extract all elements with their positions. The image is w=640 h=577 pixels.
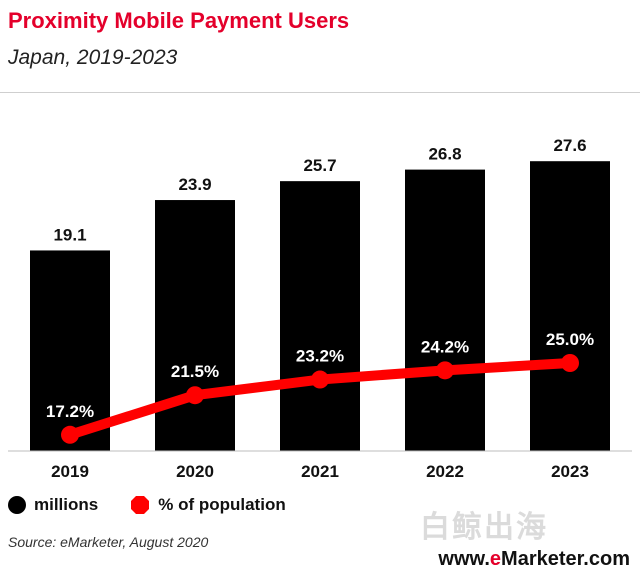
bar-2019 xyxy=(30,250,110,451)
bar-2022 xyxy=(405,169,485,451)
legend-item-population: % of population xyxy=(130,495,286,515)
brand-suffix: Marketer.com xyxy=(501,548,630,570)
bars-layer xyxy=(30,161,610,451)
brand-url: www.eMarketer.com xyxy=(438,548,630,571)
source-note: Source: eMarketer, August 2020 xyxy=(8,534,209,550)
brand-prefix: www. xyxy=(438,548,490,570)
chart-title: Proximity Mobile Payment Users xyxy=(8,8,350,33)
watermark-text: 白鲸出海 xyxy=(420,510,548,545)
legend-item-millions: millions xyxy=(8,495,98,515)
brand-accent: e xyxy=(489,548,502,570)
bar-2023 xyxy=(530,161,610,451)
chart-canvas: 19.1 23.9 25.7 26.8 27.6 17.2% 21.5% 23.2% 24.2%… xyxy=(8,136,632,481)
bar-value-label-2020: 23.9 xyxy=(178,175,211,194)
legend-label-millions: millions xyxy=(34,495,99,514)
population-label-2019: 17.2% xyxy=(46,402,94,421)
chart-subtitle: Japan, 2019-2023 xyxy=(8,46,178,69)
watermark: 白鲸出海 xyxy=(420,502,548,546)
x-tick-label-2019: 2019 xyxy=(51,462,89,481)
legend-swatch-line xyxy=(131,496,150,514)
bar-value-label-2021: 25.7 xyxy=(303,156,336,175)
population-label-2021: 23.2% xyxy=(296,347,344,366)
population-point-2019 xyxy=(61,425,79,444)
labels-layer: 19.1 23.9 25.7 26.8 27.6 17.2% 21.5% 23.2% 24.2%… xyxy=(46,136,594,421)
axis-layer: 2019 2020 2021 2022 2023 xyxy=(8,450,632,481)
x-tick-label-2021: 2021 xyxy=(301,462,339,481)
population-point-2021 xyxy=(311,370,329,389)
bar-2020 xyxy=(155,200,235,451)
x-tick-label-2022: 2022 xyxy=(426,462,464,481)
legend-label-population: % of population xyxy=(158,495,286,514)
population-label-2020: 21.5% xyxy=(171,362,219,381)
population-point-2020 xyxy=(186,386,204,405)
legend: millions % of population xyxy=(8,495,318,515)
header-divider xyxy=(0,92,640,93)
bar-2021 xyxy=(280,181,360,451)
bar-value-label-2022: 26.8 xyxy=(428,145,461,164)
bar-value-label-2019: 19.1 xyxy=(53,225,86,244)
x-tick-label-2020: 2020 xyxy=(176,462,214,481)
bar-value-label-2023: 27.6 xyxy=(553,136,586,155)
x-tick-label-2023: 2023 xyxy=(551,462,589,481)
population-label-2022: 24.2% xyxy=(421,337,469,356)
population-point-2022 xyxy=(436,361,454,380)
line-layer xyxy=(61,354,579,444)
legend-swatch-bar xyxy=(8,496,26,514)
population-point-2023 xyxy=(561,354,579,372)
population-label-2023: 25.0% xyxy=(546,330,594,349)
